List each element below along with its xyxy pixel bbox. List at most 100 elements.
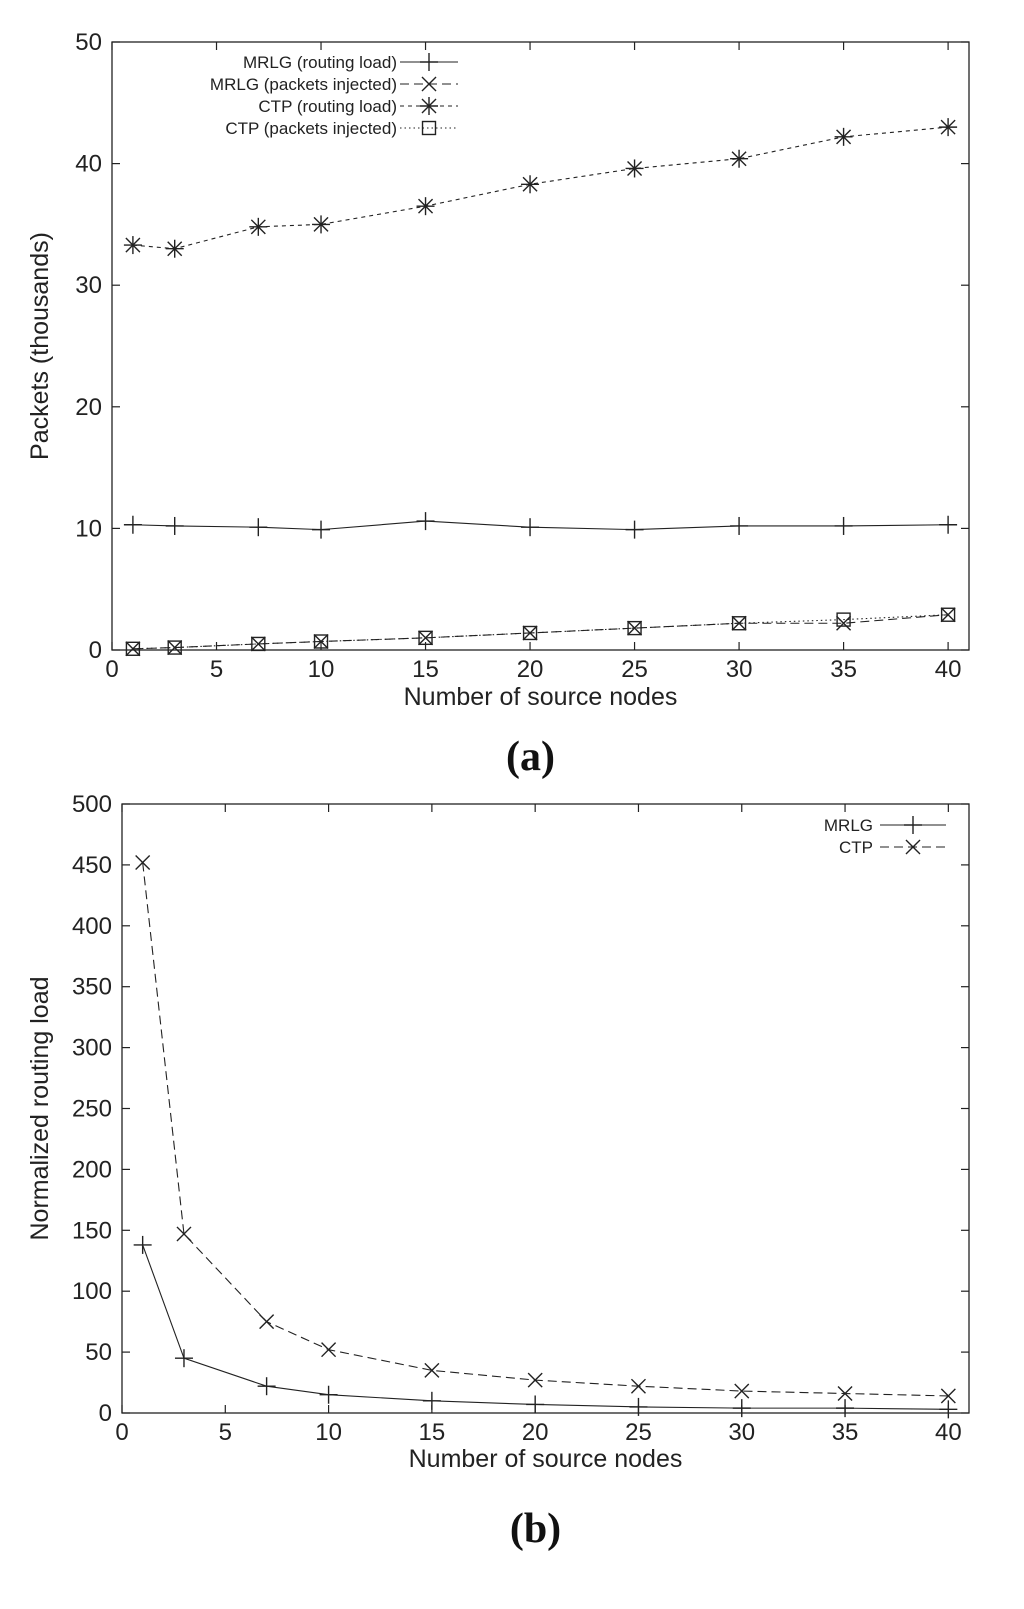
y-tick-label: 30	[75, 272, 102, 299]
data-point	[730, 149, 749, 168]
x-tick-label: 35	[832, 1419, 859, 1446]
x-tick-label: 5	[219, 1419, 232, 1446]
legend-marker	[420, 53, 438, 71]
data-point	[940, 1388, 956, 1404]
x-tick-label: 10	[308, 656, 335, 683]
data-point	[176, 1226, 192, 1242]
legend-label: MRLG (routing load)	[243, 53, 397, 72]
data-point	[422, 1391, 441, 1410]
data-point	[836, 1399, 855, 1418]
x-tick-label: 20	[522, 1419, 549, 1446]
legend-marker	[420, 97, 438, 115]
panel-label: (a)	[506, 734, 555, 780]
series-0	[123, 512, 958, 539]
data-point	[522, 625, 538, 641]
legend-marker	[904, 816, 922, 834]
chart-panel-b: 0 5 10 15 20 25 30 35 40050100150200250300350400…	[26, 791, 970, 1552]
data-point	[319, 1385, 338, 1404]
y-axis-label: Normalized routing load	[26, 976, 54, 1240]
data-point	[521, 518, 540, 537]
x-tick-label: 10	[315, 1419, 342, 1446]
data-point	[321, 1342, 337, 1358]
x-tick-label: 15	[419, 1419, 446, 1446]
y-tick-label: 350	[72, 974, 112, 1001]
data-point	[834, 516, 853, 535]
y-tick-label: 400	[72, 913, 112, 940]
data-point	[940, 607, 956, 623]
data-point	[734, 1383, 750, 1399]
data-point	[313, 634, 329, 649]
legend-label: CTP	[839, 838, 873, 857]
legend-label: CTP (packets injected)	[225, 119, 397, 138]
y-tick-label: 40	[75, 151, 102, 178]
data-point	[165, 239, 184, 258]
data-point	[521, 175, 540, 194]
data-point	[249, 217, 268, 236]
panel-label: (b)	[510, 1506, 561, 1552]
x-tick-label: 30	[726, 656, 753, 683]
data-point	[526, 1395, 545, 1414]
data-point	[418, 630, 433, 646]
x-axis-label: Number of source nodes	[409, 1445, 683, 1473]
data-point	[125, 641, 141, 656]
x-tick-label: 30	[728, 1419, 755, 1446]
y-tick-label: 50	[85, 1339, 112, 1366]
y-tick-label: 300	[72, 1035, 112, 1062]
data-point	[627, 620, 643, 636]
data-point	[732, 1399, 751, 1418]
data-point	[836, 612, 851, 627]
x-tick-label: 0	[105, 656, 118, 683]
legend-label: MRLG	[824, 816, 873, 835]
data-point	[629, 1397, 648, 1416]
data-point	[133, 1235, 152, 1254]
x-axis-label: Number of source nodes	[404, 683, 678, 711]
y-tick-label: 50	[75, 29, 102, 56]
data-point	[527, 1372, 543, 1388]
data-point	[251, 636, 266, 652]
series-1	[135, 854, 956, 1404]
series-line	[142, 862, 949, 1397]
x-tick-label: 15	[412, 656, 439, 683]
data-point	[625, 520, 644, 539]
series-2	[123, 118, 958, 258]
data-point	[416, 512, 435, 531]
chart-panel-a: 0 5 10 15 20 25 30 35 40 0 10 20 30 40 50 Number of sou…	[26, 29, 970, 780]
data-point	[312, 215, 331, 234]
series-line	[142, 1244, 949, 1410]
data-point	[174, 1349, 193, 1368]
series-3	[125, 607, 956, 656]
y-tick-label: 100	[72, 1278, 112, 1305]
y-tick-label: 0	[99, 1400, 112, 1427]
series-0	[133, 1235, 958, 1419]
data-point	[939, 118, 958, 137]
data-point	[939, 515, 958, 534]
y-tick-label: 200	[72, 1156, 112, 1183]
data-point	[123, 515, 142, 534]
data-point	[165, 516, 184, 535]
y-tick-label: 0	[89, 637, 102, 664]
y-axis-label: Packets (thousands)	[26, 232, 54, 460]
x-tick-label: 25	[621, 656, 648, 683]
data-point	[312, 520, 331, 539]
series-1	[125, 607, 956, 657]
x-tick-label: 0	[115, 1419, 128, 1446]
data-point	[257, 1377, 276, 1396]
data-point	[834, 127, 853, 146]
x-tick-label: 5	[210, 656, 223, 683]
legend-marker	[421, 120, 437, 136]
plot-frame	[111, 41, 970, 651]
data-point	[167, 640, 182, 655]
series-line	[132, 614, 949, 650]
data-point	[250, 636, 266, 652]
data-point	[625, 159, 644, 178]
data-point	[259, 1314, 275, 1330]
y-tick-label: 450	[72, 852, 112, 879]
data-point	[249, 518, 268, 537]
data-point	[313, 633, 329, 650]
x-tick-label: 25	[625, 1419, 652, 1446]
data-point	[836, 615, 852, 631]
y-tick-label: 10	[75, 515, 102, 542]
data-point	[135, 854, 151, 870]
legend-marker	[421, 76, 437, 92]
x-tick-label: 35	[830, 656, 857, 683]
